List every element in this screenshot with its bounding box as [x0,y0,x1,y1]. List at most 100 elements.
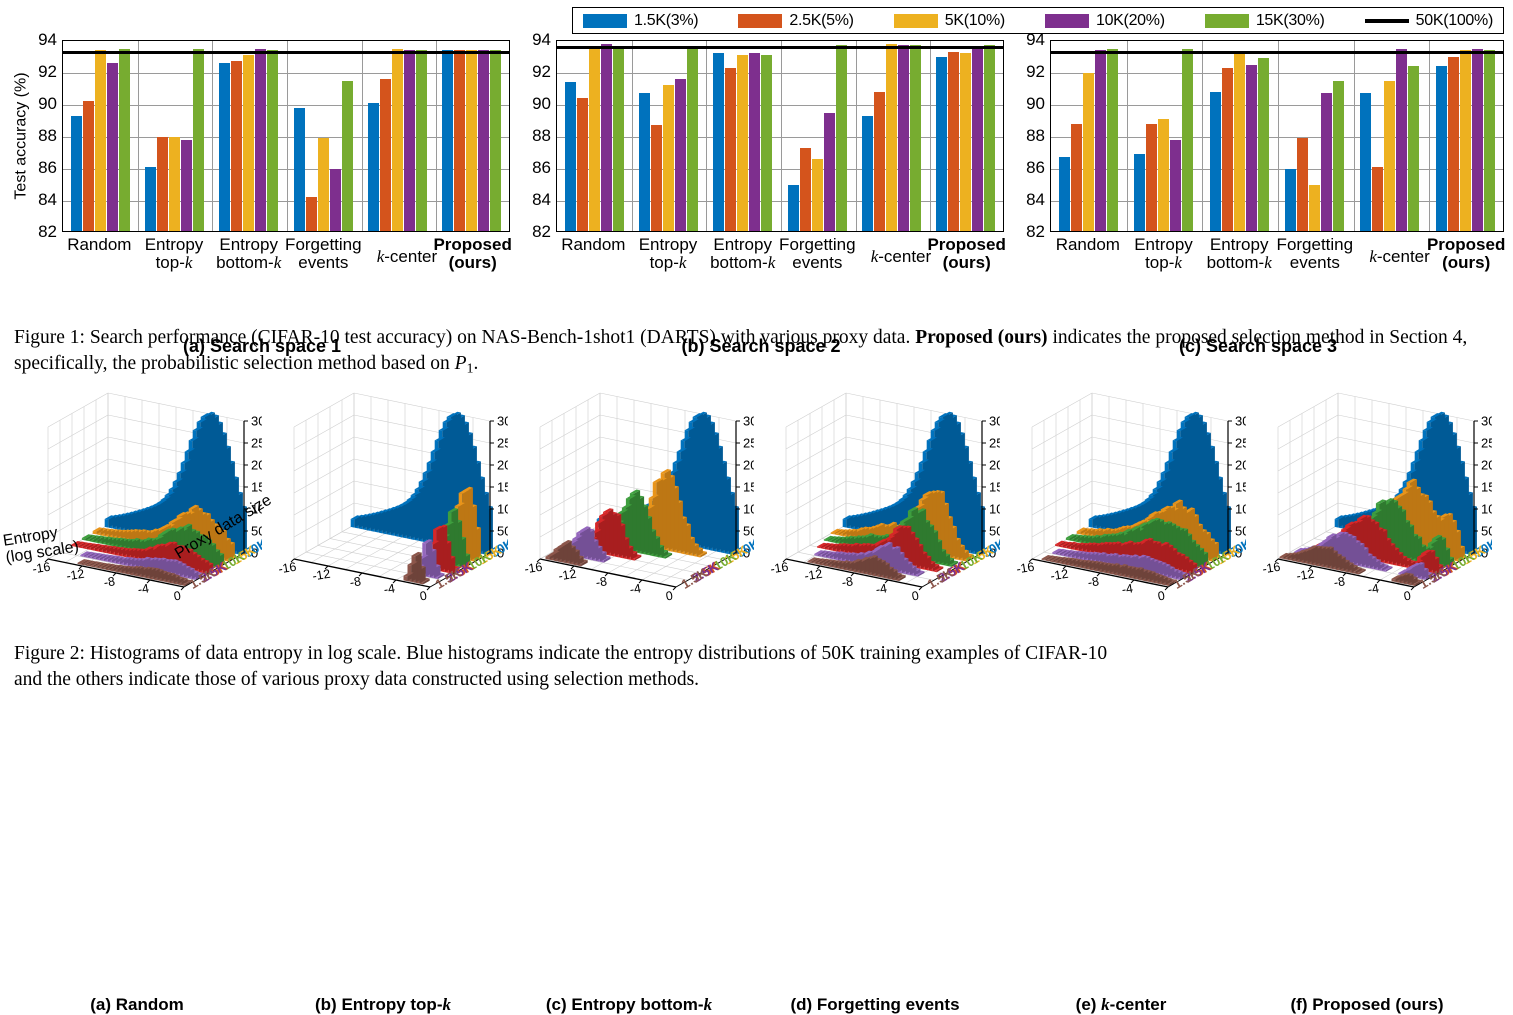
gridline [1051,201,1503,202]
entropy-tick-label: -4 [1121,581,1134,597]
histogram-panel-a: -16-12-8-4030002500200015001000500050K15… [12,383,262,1014]
gridline [63,137,509,138]
bar [367,103,379,231]
bar [243,55,255,231]
figure2-caption-line1: Figure 2: Histograms of data entropy in … [14,643,1108,664]
entropy-tick-label: -4 [383,581,396,597]
gridline [63,201,509,202]
count-tick-label: 2000 [1235,458,1246,473]
count-tick-label: 1500 [251,480,262,495]
count-tick-label: 0 [1235,546,1242,561]
count-tick-label: 1000 [497,502,508,517]
entropy-tick-label: 0 [419,589,428,604]
count-tick-label: 500 [743,524,754,539]
bar [1408,66,1420,231]
y-tick-label: 94 [1026,30,1045,49]
bar-group [631,41,705,231]
bar-group [360,41,434,231]
bar [106,63,118,231]
count-tick-label: 500 [1481,524,1492,539]
y-tick-label: 82 [532,222,551,241]
x-label-3: Forgetting events [1276,235,1354,272]
x-label-4: k-center [376,247,438,266]
bar [885,43,897,231]
legend-swatch-icon [893,13,938,28]
group-separator [930,41,932,231]
entropy-tick-label: -12 [311,567,331,584]
bar [478,50,490,231]
gridline [557,73,1003,74]
bar [403,50,415,231]
chart-panel-c: 94 92 90 88 86 84 82 Random Entropy top-k Entropy b… [1012,30,1506,356]
entropy-tick-label: -12 [803,567,823,584]
bar-group [212,41,286,231]
bar [1083,72,1095,231]
y-tick-label: 86 [532,158,551,177]
group-separator [1278,41,1279,231]
entropy-tick-label: 0 [911,589,920,604]
histogram-panel-caption: (d) Forgetting events [790,995,960,1014]
histogram-panel-b: -16-12-8-4030002500200015001000500050K15… [258,383,508,1014]
bar-group [1202,41,1277,231]
entropy-tick-label: -8 [1333,574,1346,590]
x-label-5: Proposed (ours) [1426,235,1506,272]
legend-swatch-icon [738,13,783,28]
entropy-tick-label: 0 [1403,589,1412,604]
bar [725,67,737,231]
bar [1134,154,1146,231]
entropy-tick-label: -8 [595,574,608,590]
x-label-1: Entropy top-k [144,235,204,272]
x-label-3: Forgetting events [779,235,856,272]
count-tick-label: 2500 [743,436,754,451]
bar [466,50,478,231]
group-separator [287,41,288,231]
figure2-caption: Figure 2: Histograms of data entropy in … [14,641,1502,693]
y-tick-label: 82 [1026,222,1045,241]
count-tick-label: 1500 [1481,480,1492,495]
panel-caption: (b) Search space 2 [681,336,841,356]
count-tick-label: 0 [1481,546,1488,561]
plot-area [556,40,1004,232]
bar [1059,157,1071,231]
y-axis-ticks: 94 92 90 88 86 84 82 [1022,30,1048,241]
entropy-tick-label: -16 [523,560,543,577]
x-label-4: k-center [870,247,932,266]
bar [873,91,885,231]
y-tick-label: 92 [532,62,551,81]
count-tick-label: 500 [251,524,262,539]
bar [1321,93,1333,231]
bar [1233,53,1245,231]
gridline [1051,73,1503,74]
bar [1384,80,1396,231]
bar [1146,123,1158,231]
histogram-3d-canvas: -16-12-8-4030002500200015001000500050K15… [769,392,1000,604]
bar [70,115,82,231]
histogram-3d-canvas: -16-12-8-4030002500200015001000500050K15… [31,392,262,604]
panel-caption: (a) Search space 1 [182,336,342,356]
x-label-2: Entropy bottom-k [1206,235,1272,272]
count-tick-label: 1000 [1235,502,1246,517]
count-tick-label: 1000 [989,502,1000,517]
count-tick-label: 3000 [989,414,1000,429]
count-tick-label: 2000 [743,458,754,473]
bar-group [706,41,780,231]
reference-line-50k [63,50,509,54]
bar [1435,66,1447,231]
bar [415,50,427,231]
entropy-tick-label: -4 [875,581,888,597]
x-axis-labels: Random Entropy top-k Entropy bottom-k Forgett… [62,234,512,280]
bar-groups [557,41,1003,231]
legend-item-label: 10K(20%) [1095,11,1165,29]
bar [600,43,612,231]
reference-line-50k [557,45,1003,49]
histogram-panel-caption: (e) k-center [1075,995,1167,1014]
x-axis-labels: Random Entropy top-k Entropy bottom-k Forgett… [1050,234,1506,280]
bar [490,50,502,231]
bar [94,50,106,231]
legend-item-label: 2.5K(5%) [789,11,854,29]
figure1-caption-part1: Figure 1: Search performance (CIFAR-10 t… [14,327,916,348]
bar [1447,56,1459,231]
histogram-panel-c: -16-12-8-4030002500200015001000500050K15… [504,383,754,1014]
count-tick-label: 3000 [497,414,508,429]
group-separator [1429,41,1431,231]
